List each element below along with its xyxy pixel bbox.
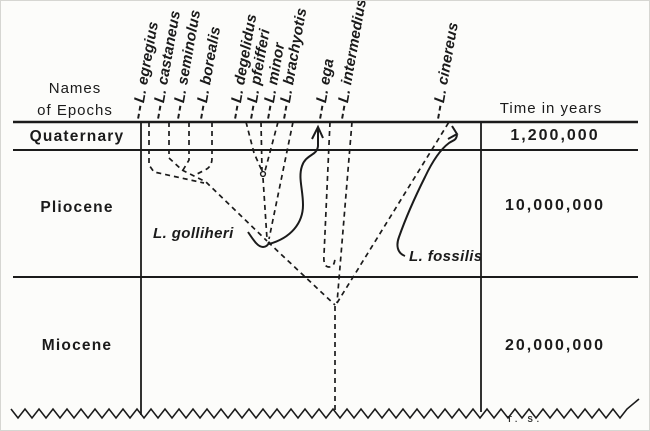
- lineage-degelidus: [245, 121, 263, 172]
- lineage-mid-chain: [262, 177, 268, 240]
- lineage-egregius: [148, 122, 205, 184]
- fossilis-trend-arrowhead: [447, 125, 459, 140]
- fossil-label-fossilis: L. fossilis: [409, 248, 483, 265]
- lineage-left-chain: [181, 169, 268, 242]
- lineage-minor: [264, 121, 279, 172]
- lineage-castaneus: [168, 122, 182, 170]
- fossilis-trend-arrow: [396, 134, 458, 257]
- epochs-column-header: Names of Epochs: [19, 78, 131, 122]
- fossil-label-golliheri: L. golliheri: [153, 225, 234, 242]
- ega-trend-arrow: [268, 129, 319, 245]
- time-column-header: Time in years: [499, 100, 603, 117]
- epoch-name-miocene: Miocene: [41, 337, 113, 354]
- label-leader-dash: [436, 105, 441, 119]
- lineage-brachyotis: [268, 121, 294, 240]
- label-leader-dash: [282, 105, 287, 119]
- lineage-seminolus: [182, 122, 190, 171]
- lineage-intermedius: [336, 121, 353, 304]
- label-leader-dash: [233, 105, 238, 119]
- mid-branch-node: [259, 170, 267, 178]
- zigzag-baseline: [10, 398, 640, 420]
- epochs-header-line2: of Epochs: [37, 101, 113, 119]
- label-leader-dash: [176, 105, 181, 119]
- golliheri-pointer-line: [247, 231, 271, 249]
- label-leader-dash: [266, 105, 271, 119]
- label-leader-dash: [249, 105, 254, 119]
- lineage-golliheri-to-trunk: [267, 241, 336, 306]
- label-leader-dash: [136, 105, 141, 119]
- lineage-pfeifferi: [260, 121, 263, 172]
- epoch-name-pliocene: Pliocene: [40, 199, 114, 216]
- artist-signature: T. S.: [507, 415, 544, 424]
- time-value-pliocene: 10,000,000: [504, 197, 606, 214]
- time-value-quaternary: 1,200,000: [510, 127, 600, 144]
- label-leader-dash: [340, 105, 345, 119]
- ega-trend-arrowhead: [311, 124, 324, 140]
- label-leader-dash: [156, 105, 161, 119]
- lineage-ega: [323, 121, 336, 268]
- lineage-borealis: [196, 122, 213, 175]
- epochs-header-line1: Names: [48, 80, 102, 97]
- label-leader-dash: [199, 105, 204, 119]
- epoch-name-quaternary: Quaternary: [29, 128, 125, 145]
- label-leader-dash: [318, 105, 323, 119]
- time-value-miocene: 20,000,000: [504, 337, 606, 354]
